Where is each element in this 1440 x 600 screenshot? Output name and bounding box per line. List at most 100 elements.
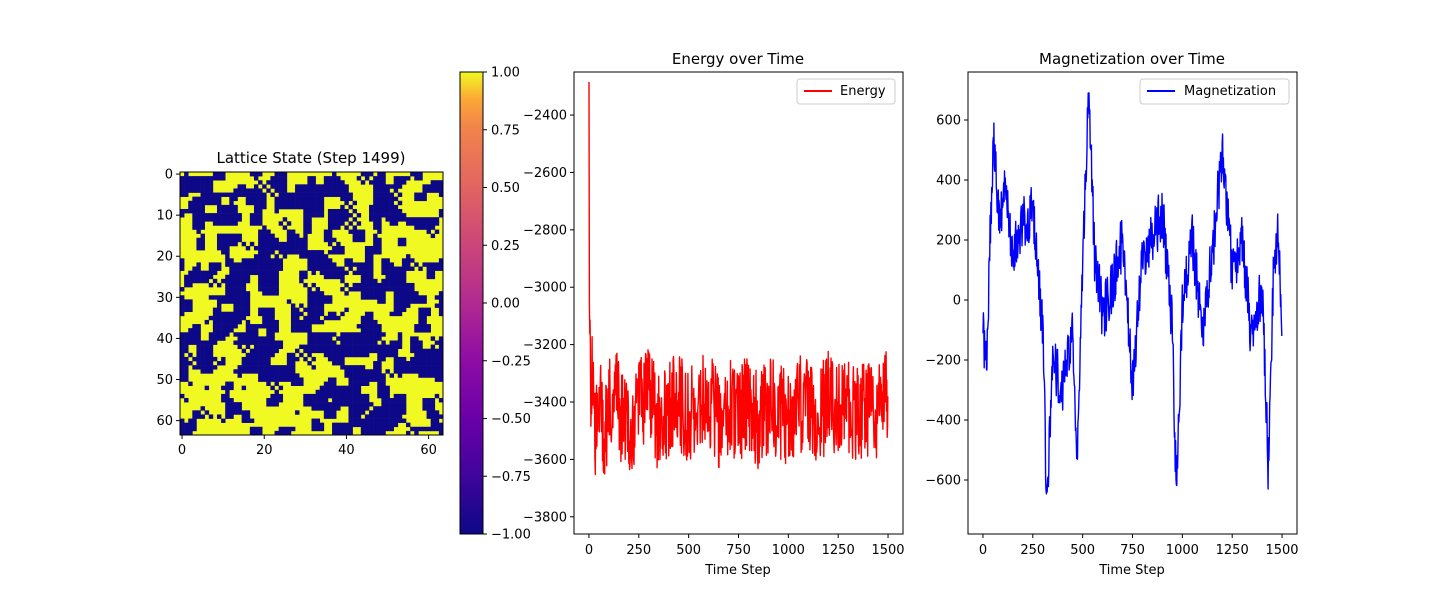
- lattice-cell: [364, 406, 370, 411]
- lattice-cell: [258, 344, 263, 349]
- lattice-cell: [323, 184, 329, 189]
- lattice-cell: [438, 336, 444, 341]
- lattice-cell: [336, 245, 341, 251]
- lattice-cell: [299, 274, 304, 280]
- lattice-cell: [241, 274, 247, 280]
- lattice-cell: [229, 319, 234, 325]
- lattice-cell: [385, 196, 390, 202]
- lattice-cell: [385, 192, 390, 197]
- lattice-cell: [241, 291, 247, 296]
- lattice-cell: [426, 369, 431, 374]
- lattice-cell: [241, 282, 247, 288]
- lattice-cell: [332, 393, 337, 399]
- lattice-cell: [377, 241, 382, 247]
- lattice-cell: [208, 365, 214, 370]
- lattice-cell: [225, 393, 230, 399]
- lattice-cell: [348, 213, 353, 218]
- lattice-cell: [192, 324, 197, 329]
- lattice-cell: [282, 196, 288, 202]
- lattice-cell: [369, 266, 374, 271]
- lattice-cell: [352, 377, 357, 382]
- lattice-cell: [430, 352, 436, 358]
- lattice-cell: [369, 344, 374, 349]
- lattice-cell: [278, 204, 284, 210]
- lattice-cell: [253, 258, 259, 263]
- lattice-cell: [204, 192, 210, 197]
- lattice-cell: [266, 266, 271, 271]
- lattice-cell: [282, 250, 288, 255]
- lattice-cell: [327, 221, 333, 226]
- lattice-cell: [327, 389, 333, 395]
- lattice-cell: [204, 344, 210, 349]
- lattice-cell: [323, 258, 329, 263]
- lattice-cell: [295, 373, 300, 378]
- lattice-cell: [295, 233, 300, 239]
- lattice-cell: [192, 180, 197, 185]
- lattice-cell: [270, 233, 275, 239]
- energy-legend-box: [796, 78, 896, 105]
- lattice-cell: [249, 241, 255, 247]
- lattice-cell: [319, 340, 325, 345]
- lattice-cell: [434, 295, 440, 300]
- lattice-cell: [352, 385, 357, 391]
- lattice-cell: [438, 291, 444, 296]
- lattice-cell: [422, 192, 427, 197]
- lattice-cell: [352, 270, 357, 276]
- lattice-cell: [344, 426, 349, 432]
- lattice-cell: [266, 348, 271, 354]
- lattice-cell: [274, 278, 279, 284]
- lattice-cell: [348, 365, 353, 370]
- lattice-cell: [434, 414, 440, 419]
- lattice-cell: [389, 352, 394, 358]
- lattice-cell: [286, 250, 292, 255]
- lattice-cell: [340, 245, 345, 251]
- lattice-cell: [200, 270, 205, 276]
- lattice-cell: [319, 311, 325, 317]
- lattice-cell: [241, 311, 247, 317]
- energy-x-ticks: 0 250 500 750 1000 1250 1500: [585, 534, 905, 558]
- lattice-cell: [262, 324, 267, 329]
- lattice-cell: [434, 377, 440, 382]
- lattice-cell: [216, 208, 222, 214]
- lattice-cell: [418, 344, 423, 349]
- lattice-cell: [225, 315, 230, 321]
- lattice-cell: [422, 225, 427, 230]
- lattice-cell: [212, 365, 218, 370]
- energy-xtick-label: 250: [626, 543, 651, 558]
- lattice-cell: [295, 377, 300, 382]
- lattice-cell: [319, 204, 325, 210]
- lattice-cell: [245, 188, 251, 193]
- lattice-cell: [278, 245, 284, 251]
- lattice-cell: [406, 254, 411, 259]
- lattice-cell: [303, 225, 308, 230]
- lattice-cell: [237, 266, 242, 271]
- energy-legend: Energy: [796, 78, 896, 105]
- lattice-cell: [274, 402, 279, 407]
- lattice-cell: [241, 385, 247, 391]
- lattice-cell: [364, 328, 370, 333]
- lattice-cell: [200, 176, 205, 181]
- lattice-cell: [418, 348, 423, 354]
- lattice-cell: [410, 295, 415, 300]
- lattice-cell: [253, 200, 259, 206]
- lattice-cell: [249, 340, 255, 345]
- lattice-cell: [307, 287, 312, 292]
- lattice-cell: [426, 266, 431, 271]
- lattice-cell: [356, 385, 362, 391]
- lattice-cell: [225, 254, 230, 259]
- lattice-cell: [344, 369, 349, 374]
- lattice-cell: [221, 208, 226, 214]
- lattice-cell: [340, 393, 345, 399]
- lattice-cell: [389, 221, 394, 226]
- lattice-cell: [258, 282, 263, 288]
- lattice-cell: [266, 381, 271, 386]
- lattice-cell: [401, 278, 407, 284]
- lattice-cell: [377, 414, 382, 419]
- lattice-cell: [377, 237, 382, 243]
- lattice-cell: [311, 266, 316, 271]
- lattice-cell: [295, 192, 300, 197]
- lattice-cell: [340, 426, 345, 432]
- lattice-cell: [336, 406, 341, 411]
- lattice-cell: [340, 365, 345, 370]
- lattice-cell: [184, 398, 189, 403]
